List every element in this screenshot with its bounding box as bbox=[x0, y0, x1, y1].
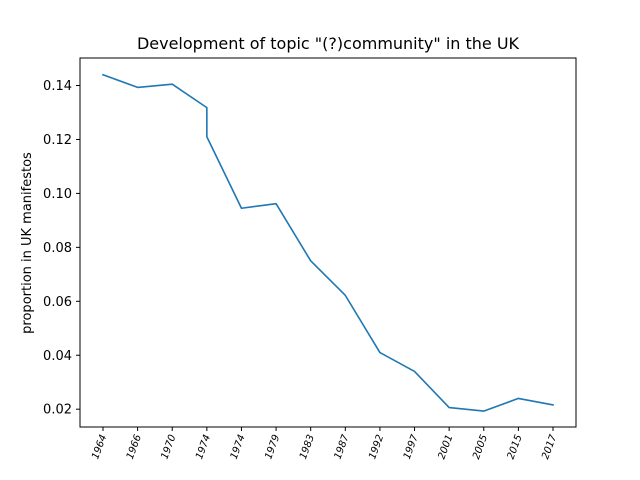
y-tick-label: 0.10 bbox=[43, 187, 72, 202]
chart-title: Development of topic "(?)community" in t… bbox=[137, 34, 520, 53]
axes-frame bbox=[79, 57, 577, 428]
y-tick-label: 0.04 bbox=[43, 349, 72, 364]
y-tick-label: 0.14 bbox=[43, 79, 72, 94]
series-line bbox=[101, 73, 554, 412]
y-tick-label: 0.12 bbox=[43, 133, 72, 148]
y-tick-label: 0.08 bbox=[43, 241, 72, 256]
y-tick-label: 0.02 bbox=[43, 403, 72, 418]
y-tick-label: 0.06 bbox=[43, 295, 72, 310]
y-axis-label: proportion in UK manifestos bbox=[20, 152, 35, 334]
